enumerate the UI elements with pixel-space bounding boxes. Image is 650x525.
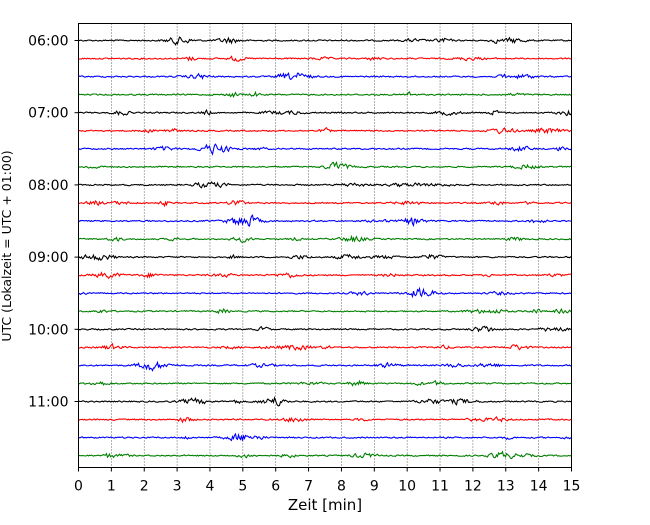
seismic-trace xyxy=(78,308,572,315)
seismic-trace xyxy=(78,126,572,135)
x-axis-label: Zeit [min] xyxy=(288,496,362,514)
y-tick-label: 07:00 xyxy=(28,106,68,122)
seismic-trace xyxy=(78,234,572,243)
seismic-trace xyxy=(78,36,572,46)
seismic-trace xyxy=(78,253,572,262)
x-tick-label: 10 xyxy=(398,479,416,495)
seismic-trace xyxy=(78,199,572,208)
x-tick-label: 2 xyxy=(140,479,149,495)
plot-area xyxy=(78,23,572,468)
seismic-trace xyxy=(78,72,572,81)
y-tick-label: 09:00 xyxy=(28,250,68,266)
seismic-trace xyxy=(78,379,572,387)
x-tick-label: 8 xyxy=(337,479,346,495)
seismic-trace xyxy=(78,450,572,460)
x-tick-label: 12 xyxy=(464,479,482,495)
y-axis: 06:00 07:00 08:00 09:00 10:00 11:00 xyxy=(28,34,79,411)
seismic-trace xyxy=(78,55,572,62)
x-tick-label: 13 xyxy=(497,479,515,495)
y-axis-label: UTC (Lokalzeit = UTC + 01:00) xyxy=(0,150,14,341)
x-tick-label: 0 xyxy=(74,479,83,495)
x-tick-label: 11 xyxy=(431,479,449,495)
x-tick-label: 9 xyxy=(370,479,379,495)
x-axis: 0 1 2 3 4 5 6 7 8 9 10 11 12 13 14 15 xyxy=(74,467,581,495)
seismic-trace xyxy=(78,143,572,156)
x-tick-label: 1 xyxy=(107,479,116,495)
y-tick-label: 11:00 xyxy=(28,395,68,411)
seismic-trace xyxy=(78,180,572,189)
plot-frame xyxy=(78,23,572,468)
y-tick-label: 08:00 xyxy=(28,178,68,194)
seismic-trace xyxy=(78,90,572,98)
seismic-trace xyxy=(78,271,572,280)
y-tick-label: 06:00 xyxy=(28,34,68,50)
x-tick-label: 4 xyxy=(206,479,215,495)
seismic-trace xyxy=(78,432,572,442)
x-tick-label: 6 xyxy=(271,479,280,495)
seismic-trace xyxy=(78,396,572,407)
seismic-trace xyxy=(78,286,572,299)
seismic-trace xyxy=(78,214,572,228)
seismic-trace xyxy=(78,416,572,424)
x-tick-label: 7 xyxy=(304,479,313,495)
x-tick-label: 14 xyxy=(530,479,548,495)
y-tick-label: 10:00 xyxy=(28,322,68,338)
seismic-trace xyxy=(78,360,572,372)
x-tick-label: 5 xyxy=(238,479,247,495)
trace-layer xyxy=(78,36,572,460)
seismic-trace xyxy=(78,342,572,351)
grid-layer xyxy=(111,23,539,468)
x-tick-label: 3 xyxy=(173,479,182,495)
seismic-trace xyxy=(78,161,572,170)
x-tick-label: 15 xyxy=(563,479,581,495)
seismic-trace xyxy=(78,325,572,333)
seismic-trace xyxy=(78,108,572,117)
